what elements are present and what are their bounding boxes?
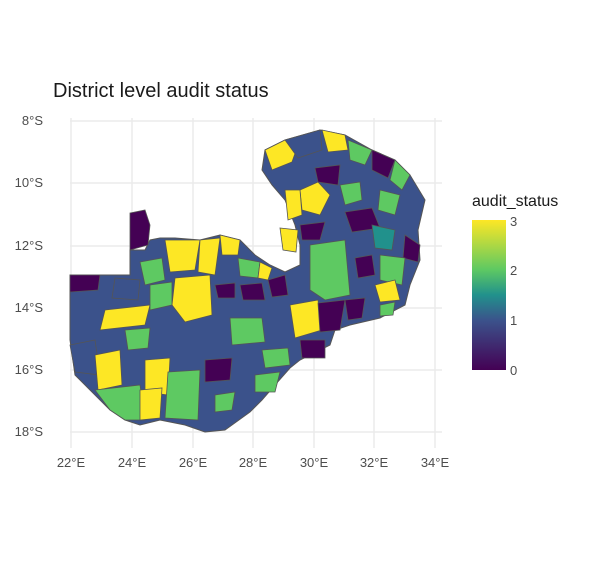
district-ne-16 bbox=[402, 234, 421, 263]
x-tick-label: 34°E bbox=[420, 455, 450, 470]
district-ne-22 bbox=[379, 301, 396, 317]
y-tick-label: 8°S bbox=[21, 113, 43, 128]
legend-label: 0 bbox=[510, 363, 518, 378]
district-c-5 bbox=[299, 339, 326, 359]
district-ne-15 bbox=[371, 224, 396, 251]
district-ne-2 bbox=[284, 129, 323, 159]
y-tick-label: 18°S bbox=[14, 424, 43, 439]
district-nw-12 bbox=[214, 282, 236, 299]
district-ne-7 bbox=[314, 164, 341, 186]
district-ne-13 bbox=[299, 221, 326, 241]
x-tick-label: 22°E bbox=[56, 455, 86, 470]
district-nw-3 bbox=[197, 237, 221, 276]
district-c-8 bbox=[94, 349, 123, 391]
district-nw-4 bbox=[219, 234, 241, 256]
district-nw-16 bbox=[124, 327, 151, 351]
district-ne-11 bbox=[377, 189, 401, 216]
legend-label: 3 bbox=[510, 214, 518, 229]
district-c-14 bbox=[254, 371, 281, 393]
district-ne-17 bbox=[309, 239, 351, 301]
y-tick-label: 12°S bbox=[14, 238, 43, 253]
district-ne-14 bbox=[279, 227, 299, 253]
district-ne-9 bbox=[284, 189, 303, 221]
district-nw-14 bbox=[267, 274, 289, 298]
district-c-11 bbox=[139, 387, 163, 421]
y-tick-label: 16°S bbox=[14, 362, 43, 377]
district-nw-11 bbox=[149, 281, 173, 311]
legend-label: 1 bbox=[510, 313, 518, 328]
district-c-13 bbox=[214, 391, 236, 413]
district-nw-5 bbox=[237, 257, 261, 279]
chart-title: District level audit status bbox=[53, 80, 269, 102]
district-ne-20 bbox=[374, 279, 401, 303]
x-tick-label: 32°E bbox=[359, 455, 389, 470]
district-c-3 bbox=[317, 299, 346, 333]
district-ne-19 bbox=[354, 254, 376, 279]
legend-title: audit_status bbox=[472, 193, 559, 210]
district-c-12 bbox=[164, 369, 201, 421]
district-nw-15 bbox=[99, 304, 151, 331]
y-tick-label: 14°S bbox=[14, 300, 43, 315]
x-tick-label: 24°E bbox=[117, 455, 147, 470]
district-c-1 bbox=[229, 317, 266, 346]
district-nw-2 bbox=[164, 239, 201, 273]
district-ne-21 bbox=[344, 297, 366, 321]
district-nw-8 bbox=[111, 277, 141, 301]
district-c-9 bbox=[94, 384, 146, 421]
district-c-6 bbox=[204, 357, 233, 383]
district-nw-13 bbox=[239, 282, 266, 301]
district-ne-4 bbox=[347, 139, 373, 166]
district-nw-7 bbox=[139, 257, 166, 286]
district-nw-1 bbox=[129, 209, 151, 251]
legend-label: 2 bbox=[510, 263, 518, 278]
x-tick-label: 26°E bbox=[178, 455, 208, 470]
district-ne-6 bbox=[389, 159, 411, 191]
x-tick-label: 28°E bbox=[238, 455, 268, 470]
districts bbox=[69, 129, 421, 421]
district-ne-10 bbox=[339, 181, 363, 206]
district-ne-18 bbox=[379, 254, 406, 286]
district-nw-10 bbox=[171, 274, 213, 323]
y-tick-label: 10°S bbox=[14, 175, 43, 190]
district-nw-9 bbox=[69, 274, 101, 293]
district-ne-3 bbox=[321, 129, 349, 153]
district-c-4 bbox=[261, 347, 291, 369]
legend-colorbar bbox=[472, 220, 506, 370]
district-ne-5 bbox=[371, 149, 396, 179]
x-tick-label: 30°E bbox=[299, 455, 329, 470]
zambia-outline bbox=[69, 129, 426, 433]
